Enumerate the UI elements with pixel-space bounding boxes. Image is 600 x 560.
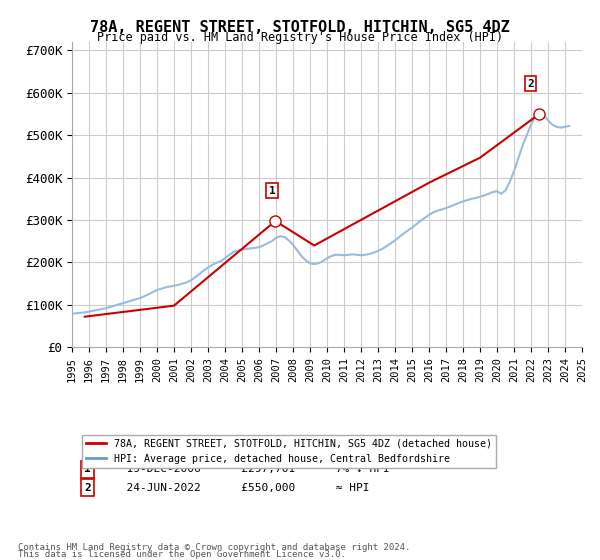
Text: Price paid vs. HM Land Registry's House Price Index (HPI): Price paid vs. HM Land Registry's House … [97, 31, 503, 44]
Text: 1: 1 [269, 185, 275, 195]
Legend: 78A, REGENT STREET, STOTFOLD, HITCHIN, SG5 4DZ (detached house), HPI: Average pr: 78A, REGENT STREET, STOTFOLD, HITCHIN, S… [82, 435, 496, 468]
Text: 19-DEC-2006      £297,701      7% ↓ HPI: 19-DEC-2006 £297,701 7% ↓ HPI [113, 464, 389, 474]
Text: 2: 2 [84, 483, 91, 493]
Text: 2: 2 [527, 78, 534, 88]
Text: This data is licensed under the Open Government Licence v3.0.: This data is licensed under the Open Gov… [18, 550, 346, 559]
Text: 78A, REGENT STREET, STOTFOLD, HITCHIN, SG5 4DZ: 78A, REGENT STREET, STOTFOLD, HITCHIN, S… [90, 20, 510, 35]
Text: Contains HM Land Registry data © Crown copyright and database right 2024.: Contains HM Land Registry data © Crown c… [18, 543, 410, 552]
Text: 24-JUN-2022      £550,000      ≈ HPI: 24-JUN-2022 £550,000 ≈ HPI [113, 483, 370, 493]
Text: 1: 1 [84, 464, 91, 474]
